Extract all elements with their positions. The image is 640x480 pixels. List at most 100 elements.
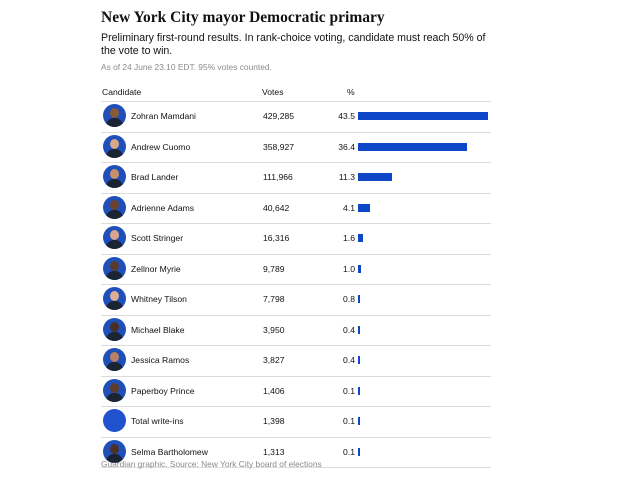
avatar [103, 378, 126, 402]
percent-bar [358, 264, 361, 273]
table-row: Zellnor Myrie 9,789 1.0 [101, 253, 491, 285]
candidate-name: Michael Blake [131, 324, 185, 335]
avatar [103, 348, 126, 371]
vote-count: 7,798 [263, 294, 285, 304]
vote-percent: 36.4 [338, 141, 355, 152]
avatar [103, 256, 126, 280]
vote-count: 111,966 [263, 172, 293, 182]
table-row: Paperboy Prince 1,406 0.1 [101, 375, 491, 407]
avatar-head [110, 169, 119, 179]
vote-percent: 1.0 [343, 263, 355, 274]
percent-bar [358, 417, 360, 425]
avatar-shoulders [106, 240, 123, 249]
avatar-head [110, 199, 119, 210]
avatar-head [110, 230, 119, 240]
avatar-head [110, 352, 119, 362]
percent-bar [358, 173, 392, 181]
column-header-votes: Votes [262, 87, 284, 97]
avatar-shoulders [106, 270, 123, 280]
percent-bar [358, 325, 360, 334]
percent-bar [358, 295, 361, 303]
avatar [103, 317, 126, 341]
candidate-name: Selma Bartholomew [131, 446, 208, 457]
table-row: Jessica Ramos 3,827 0.4 [101, 345, 491, 376]
table-row: Brad Lander 111,966 11.3 [101, 162, 491, 193]
avatar [103, 226, 126, 249]
vote-count: 9,789 [263, 263, 285, 274]
vote-count: 3,827 [263, 355, 285, 365]
candidate-name: Zellnor Myrie [131, 263, 181, 274]
vote-percent: 4.1 [343, 202, 355, 213]
vote-count: 1,313 [263, 446, 285, 457]
avatar-shoulders [106, 179, 123, 188]
candidate-name: Jessica Ramos [131, 355, 190, 365]
avatar-shoulders [106, 118, 123, 127]
candidate-name: Adrienne Adams [131, 202, 195, 213]
vote-count: 358,927 [263, 141, 295, 152]
column-header-percent: % [347, 87, 355, 97]
subtitle: Preliminary first-round results. In rank… [101, 32, 486, 57]
avatar-shoulders [106, 148, 123, 158]
results-table: Zohran Mamdani 429,285 43.5 Andrew Cuomo 358… [101, 101, 491, 468]
avatar-shoulders [106, 362, 123, 371]
vote-percent: 43.5 [338, 111, 355, 121]
table-row: Adrienne Adams 40,642 4.1 [101, 192, 491, 224]
table-header: Candidate Votes % [101, 85, 491, 101]
vote-count: 1,406 [263, 385, 285, 396]
avatar [103, 409, 126, 432]
table-bottom-rule [101, 467, 491, 468]
avatar [103, 439, 126, 463]
avatar-head [110, 108, 119, 118]
column-header-candidate: Candidate [102, 87, 142, 97]
table-row: Michael Blake 3,950 0.4 [101, 314, 491, 346]
percent-bar [358, 386, 360, 395]
percent-bar [358, 234, 363, 242]
avatar-head [110, 138, 119, 149]
table-row: Whitney Tilson 7,798 0.8 [101, 284, 491, 315]
percent-bar [358, 112, 488, 120]
vote-percent: 1.6 [343, 233, 355, 243]
avatar [103, 287, 126, 310]
candidate-name: Total write-ins [131, 416, 184, 426]
avatar-head [110, 443, 119, 454]
percent-bar [358, 142, 467, 151]
avatar-head [110, 260, 119, 271]
candidate-name: Andrew Cuomo [131, 141, 191, 152]
vote-percent: 11.3 [338, 172, 355, 182]
table-row: Selma Bartholomew 1,313 0.1 [101, 436, 491, 468]
avatar [103, 134, 126, 158]
avatar [103, 104, 126, 127]
vote-count: 40,642 [263, 202, 290, 213]
avatar-head [110, 382, 119, 393]
vote-percent: 0.1 [343, 385, 355, 396]
avatar-shoulders [106, 209, 123, 219]
vote-percent: 0.1 [343, 446, 355, 457]
avatar-shoulders [106, 301, 123, 310]
percent-bar [358, 356, 360, 364]
candidate-name: Brad Lander [131, 172, 179, 182]
avatar-head [110, 291, 119, 301]
percent-bar [358, 203, 371, 212]
vote-count: 1,398 [263, 416, 285, 426]
table-row: Total write-ins 1,398 0.1 [101, 406, 491, 437]
vote-percent: 0.1 [343, 416, 355, 426]
vote-percent: 0.8 [343, 294, 355, 304]
vote-percent: 0.4 [343, 355, 355, 365]
avatar-shoulders [106, 453, 123, 463]
avatar-shoulders [106, 392, 123, 402]
vote-percent: 0.4 [343, 324, 355, 335]
candidate-name: Scott Stringer [131, 233, 184, 243]
source-note: Guardian graphic. Source: New York City … [101, 459, 322, 469]
table-row: Andrew Cuomo 358,927 36.4 [101, 131, 491, 163]
candidate-name: Zohran Mamdani [131, 111, 196, 121]
vote-count: 429,285 [263, 111, 295, 121]
candidate-name: Paperboy Prince [131, 385, 195, 396]
table-row: Zohran Mamdani 429,285 43.5 [101, 101, 491, 132]
page-title: New York City mayor Democratic primary [101, 9, 385, 26]
avatar-shoulders [106, 331, 123, 341]
percent-bar [358, 447, 360, 456]
table-row: Scott Stringer 16,316 1.6 [101, 223, 491, 254]
timestamp: As of 24 June 23.10 EDT. 95% votes count… [101, 62, 272, 72]
candidate-name: Whitney Tilson [131, 294, 187, 304]
avatar [103, 165, 126, 188]
